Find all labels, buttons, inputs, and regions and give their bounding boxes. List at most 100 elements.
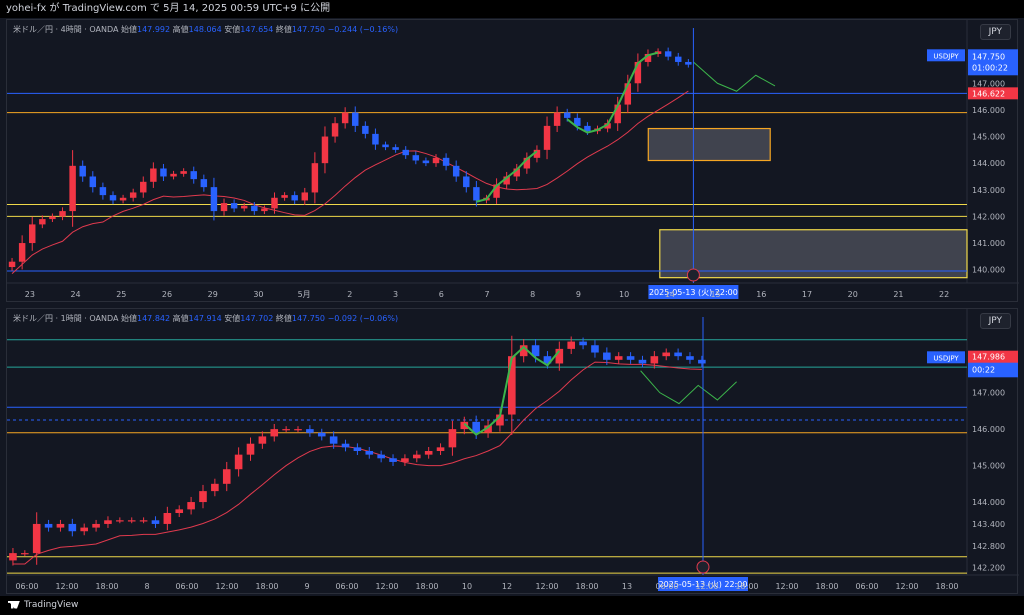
symbol-desc-4h: 米ドル／円 · 4時間 · OANDA <box>13 25 119 34</box>
candle-body <box>362 125 369 134</box>
candle-body <box>109 195 117 201</box>
candle-body <box>584 125 591 132</box>
candle-body <box>352 112 359 126</box>
currency-button-4h[interactable]: JPY <box>979 24 1011 40</box>
time-tick-label: 12:00 <box>215 582 238 591</box>
candle-body <box>401 458 409 462</box>
open-label: 始値 <box>121 25 137 34</box>
time-tick-label: 12 <box>502 582 512 591</box>
close-label: 終値 <box>275 314 292 323</box>
forecast-path-line <box>693 61 776 92</box>
candle-body <box>139 520 148 522</box>
time-tick-label: 06:00 <box>15 582 38 591</box>
candle-body <box>422 160 430 164</box>
candle-body <box>119 197 127 201</box>
candle-body <box>282 429 290 431</box>
currency-button-1h[interactable]: JPY <box>979 313 1011 329</box>
candle-body <box>170 173 177 177</box>
candle-body <box>294 429 302 431</box>
ohlc-legend-4h: 米ドル／円 · 4時間 · OANDA 始値147.992 高値148.064 … <box>13 24 398 35</box>
close-value: 147.750 <box>291 25 326 34</box>
candle-body <box>650 356 659 364</box>
time-tick-label: 3 <box>393 290 398 299</box>
candle-body <box>39 219 46 225</box>
level-price-label: 147.986 <box>972 353 1005 362</box>
candle-body <box>44 523 53 528</box>
candle-body <box>555 348 564 364</box>
time-tick-label: 12:00 <box>695 582 718 591</box>
candle-body <box>463 176 470 188</box>
candle-body <box>79 165 86 177</box>
candle-body <box>567 341 576 349</box>
supply-demand-zone <box>647 127 771 162</box>
crosshair-date-label-bg <box>658 577 748 591</box>
crosshair-date-label-bg <box>648 285 739 299</box>
candle-body <box>8 261 16 268</box>
event-marker-icon <box>696 560 710 574</box>
candle-body <box>69 165 76 212</box>
candle-body <box>230 203 238 209</box>
price-tick-label: 144.000 <box>972 159 1005 168</box>
candle-body <box>563 112 571 118</box>
wave-path-line <box>616 51 659 107</box>
chart-1h-canvas[interactable]: 2025-05-13 (火) 22:00148.000147.000146.00… <box>7 309 1019 595</box>
candle-body <box>21 553 29 555</box>
level-price-label: 146.622 <box>972 89 1005 98</box>
candle-body <box>448 429 457 448</box>
candle-body <box>513 168 520 177</box>
low-label: 安値 <box>224 25 241 34</box>
chart-pane-4h[interactable]: 2025-05-13 (火) 22:00148.000147.000146.00… <box>6 19 1019 303</box>
candle-body <box>180 171 187 174</box>
candle-body <box>614 104 621 124</box>
candle-body <box>92 523 100 528</box>
tradingview-logo-icon <box>8 600 20 609</box>
chart-4h-canvas[interactable]: 2025-05-13 (火) 22:00148.000147.000146.00… <box>7 20 1019 303</box>
crosshair-date-label: 2025-05-13 (火) 22:00 <box>659 580 748 589</box>
candle-body <box>452 165 460 177</box>
candle-body <box>222 469 231 484</box>
candle-body <box>389 458 397 462</box>
candle-body <box>543 125 551 150</box>
time-tick-label: 12:00 <box>535 582 558 591</box>
candle-body <box>306 429 314 433</box>
time-tick-label: 8 <box>144 582 149 591</box>
symbol-label-bg <box>927 49 965 62</box>
time-tick-label: 2 <box>347 290 352 299</box>
candle-body <box>523 157 531 169</box>
open-value: 147.992 <box>137 25 171 34</box>
candle-body <box>392 147 399 150</box>
time-tick-label: 06:00 <box>855 582 878 591</box>
price-tick-label: 146.000 <box>972 425 1005 434</box>
candle-body <box>116 520 124 522</box>
supply-demand-zone <box>659 229 968 279</box>
candle-body <box>59 211 66 217</box>
candle-body <box>317 432 326 437</box>
price-tick-label: 147.000 <box>972 389 1005 398</box>
time-tick-label: 22 <box>939 290 949 299</box>
price-tick-label: 147.000 <box>972 79 1005 88</box>
time-tick-label: 18:00 <box>255 582 278 591</box>
candle-body <box>163 513 172 524</box>
candle-body <box>301 192 309 201</box>
candle-body <box>160 168 167 177</box>
chart-pane-1h[interactable]: 2025-05-13 (火) 22:00148.000147.000146.00… <box>6 308 1019 595</box>
candle-body <box>18 243 26 262</box>
candle-body <box>604 123 611 129</box>
candle-body <box>675 56 682 62</box>
candle-body <box>424 451 433 455</box>
candle-body <box>341 443 350 448</box>
candle-body <box>127 520 136 522</box>
level-price-label-bg <box>968 350 1018 363</box>
candle-body <box>553 112 561 126</box>
time-tick-label: 18:00 <box>935 582 958 591</box>
price-tick-label: 143.400 <box>972 520 1005 529</box>
candle-body <box>496 414 504 426</box>
candle-body <box>543 356 552 364</box>
candle-body <box>484 425 492 433</box>
time-tick-label: 06:00 <box>335 582 358 591</box>
high-label: 高値 <box>172 314 189 323</box>
candle-body <box>341 112 349 124</box>
time-tick-label: 17 <box>802 290 812 299</box>
candle-body <box>246 443 255 455</box>
time-tick-label: 16 <box>756 290 766 299</box>
